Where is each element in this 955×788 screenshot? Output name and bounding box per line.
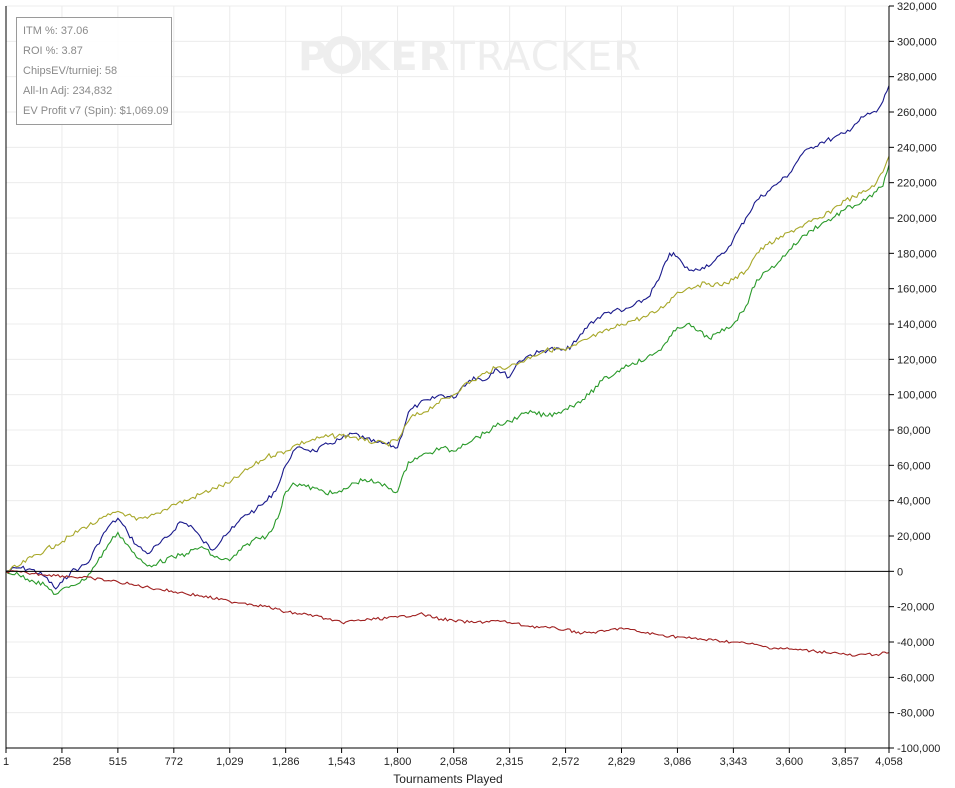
y-tick-label: 60,000 [897,460,931,472]
x-tick-label: 2,315 [496,756,524,768]
y-tick-label: -60,000 [897,672,934,684]
x-tick-label: 258 [53,756,71,768]
series-lines [5,85,890,657]
y-tick-label: 240,000 [897,142,937,154]
y-tick-label: 120,000 [897,354,937,366]
x-tick-label: 1,800 [384,756,412,768]
x-axis-ticks: 1 258 515 772 1,029 1,286 1,543 1,800 2,058 2,315… [3,748,903,768]
y-tick-label: 180,000 [897,248,937,260]
x-tick-label: 515 [109,756,127,768]
series-line-2 [5,164,890,595]
y-tick-label: 0 [897,566,903,578]
watermark-p: P [298,34,328,80]
y-tick-label: 220,000 [897,178,937,190]
axes [5,6,890,749]
x-tick-label: 3,600 [776,756,804,768]
poker-chip-icon [323,36,361,74]
y-tick-label: 20,000 [897,531,931,543]
x-tick-label: 1 [3,756,9,768]
series-line-3 [5,570,890,657]
y-tick-label: 280,000 [897,72,937,84]
x-tick-label: 1,286 [272,756,300,768]
x-tick-label: 1,543 [328,756,356,768]
y-tick-label: 100,000 [897,390,937,402]
x-tick-label: 2,829 [608,756,636,768]
y-axis-ticks: 320,000 300,000 280,000 260,000 240,000 220,0… [889,1,940,755]
y-tick-label: 260,000 [897,107,937,119]
y-tick-label: 80,000 [897,425,931,437]
y-tick-label: 320,000 [897,1,937,13]
y-tick-label: -20,000 [897,602,934,614]
x-tick-label: 3,343 [720,756,748,768]
x-tick-label: 4,058 [875,756,903,768]
stat-itm: ITM %: 37.06 [23,25,89,37]
stats-legend-box: ITM %: 37.06 ROI %: 3.87 ChipsEV/turniej… [16,17,172,125]
watermark-tracker: TRACKER [449,34,642,80]
x-tick-label: 3,857 [831,756,859,768]
y-tick-label: -100,000 [897,743,940,755]
x-tick-label: 3,086 [664,756,692,768]
x-tick-label: 1,029 [216,756,244,768]
y-tick-label: -40,000 [897,637,934,649]
stat-ev-profit: EV Profit v7 (Spin): $1,069.09 [23,105,169,117]
y-tick-label: 300,000 [897,36,937,48]
y-tick-label: 200,000 [897,213,937,225]
series-line-0 [5,85,890,590]
x-tick-label: 2,058 [440,756,468,768]
series-line-1 [6,155,890,572]
y-tick-label: 160,000 [897,284,937,296]
y-tick-label: -80,000 [897,708,934,720]
x-axis-title: Tournaments Played [393,772,502,786]
stat-all-in-adj: All-In Adj: 234,832 [23,85,113,97]
x-tick-label: 2,572 [552,756,580,768]
x-tick-label: 772 [165,756,183,768]
watermark-logo: P KERTRACKER [298,34,642,80]
y-tick-label: 140,000 [897,319,937,331]
stat-chips-ev: ChipsEV/turniej: 58 [23,65,118,77]
stat-roi: ROI %: 3.87 [23,45,83,57]
watermark-ker: KER [358,34,450,80]
y-tick-label: 40,000 [897,496,931,508]
